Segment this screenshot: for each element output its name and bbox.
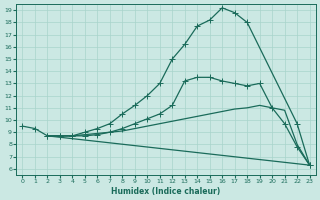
X-axis label: Humidex (Indice chaleur): Humidex (Indice chaleur) <box>111 187 221 196</box>
